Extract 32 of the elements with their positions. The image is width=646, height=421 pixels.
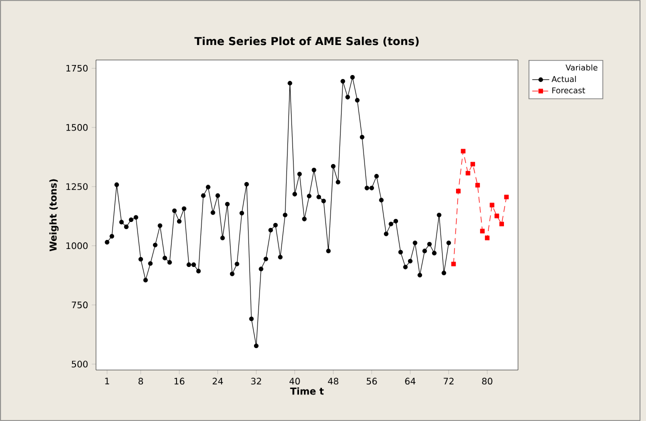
point	[499, 222, 504, 226]
point	[475, 182, 480, 188]
x-tick-label: 40	[289, 378, 300, 385]
y-axis-title: Weight (tons)	[49, 179, 59, 252]
x-tick-label: 72	[444, 378, 454, 384]
chart-title: Time Series Plot of AME Sales (tons)	[194, 36, 419, 46]
point	[490, 202, 494, 208]
x-axis-title: Time t	[290, 387, 324, 395]
x-tick-label: 56	[366, 378, 377, 385]
point	[451, 262, 456, 266]
x-tick-label: 24	[212, 378, 223, 384]
point	[460, 148, 466, 154]
point	[470, 162, 476, 166]
point	[480, 228, 485, 234]
y-tick-label: 1000	[66, 242, 88, 250]
x-tick-label: 16	[174, 378, 184, 385]
point	[504, 194, 509, 200]
y-tick-label: 750	[72, 302, 88, 308]
point	[466, 170, 470, 176]
y-tick-label: 1750	[66, 64, 88, 72]
y-tick-label: 1250	[66, 183, 88, 190]
y-tick-label: 500	[72, 360, 88, 368]
x-tick-label: 8	[138, 378, 143, 385]
y-tick-label: 1500	[66, 124, 88, 131]
point	[494, 214, 500, 218]
point	[484, 236, 490, 240]
x-tick-label: 80	[482, 378, 492, 385]
x-tick-label: 32	[251, 378, 262, 385]
point	[456, 188, 461, 194]
x-tick-label: 48	[328, 378, 338, 385]
x-tick-label: 1	[105, 378, 110, 384]
x-tick-label: 64	[405, 378, 416, 385]
